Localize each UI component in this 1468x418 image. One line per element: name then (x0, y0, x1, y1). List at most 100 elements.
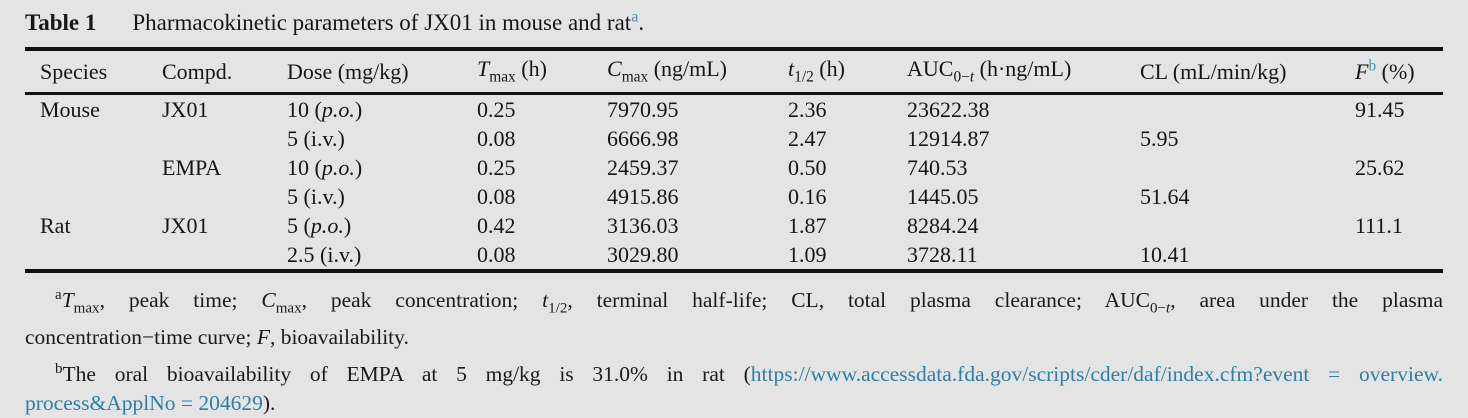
cell-dose: 10 (p.o.) (287, 94, 477, 125)
cell-dose: 5 (i.v.) (287, 124, 477, 153)
cell-f: 25.62 (1355, 155, 1405, 180)
text-segment: 5 (i.v.) (287, 126, 345, 151)
cell-cl: 5.95 (1140, 126, 1179, 151)
cell-cl (1140, 211, 1355, 240)
cell-compd (162, 182, 287, 211)
cell-species (25, 124, 162, 153)
text-segment: 10 ( (287, 97, 322, 122)
text-segment: (h·ng/mL) (974, 56, 1072, 82)
text-segment: The oral bioavailability of EMPA at 5 mg… (62, 362, 751, 387)
cell-auc: 3728.11 (907, 242, 978, 267)
text-segment: (h) (515, 56, 547, 82)
caption-period: . (638, 10, 645, 35)
text-segment: AUC (907, 56, 954, 82)
column-header-tmax: Tmax (h) (477, 49, 607, 95)
text-segment: CL (mL/min/kg) (1140, 58, 1287, 84)
cell-t_half: 2.47 (788, 126, 827, 151)
cell-species: Mouse (40, 97, 100, 122)
cell-auc: 12914.87 (907, 126, 990, 151)
table-row: 5 (i.v.) 0.08 4915.86 0.16 1445.05 51.64 (25, 182, 1443, 211)
text-segment: (ng/mL) (648, 56, 728, 82)
subscript: max (275, 300, 302, 317)
text-segment: , area under the plasma (1170, 288, 1443, 312)
fda-link-part2[interactable]: process&ApplNo = 204629 (25, 391, 263, 416)
cell-f (1355, 124, 1443, 153)
cell-cmax: 3029.80 (607, 242, 679, 267)
caption-text-main: Pharmacokinetic parameters of JX01 in mo… (132, 10, 632, 35)
text-segment: C (261, 288, 276, 312)
table-body: Mouse JX01 10 (p.o.) 0.25 7970.95 2.36 23622.3… (25, 94, 1443, 272)
text-segment: Species (40, 58, 108, 84)
footnote-b: bThe oral bioavailability of EMPA at 5 m… (25, 360, 1443, 418)
text-segment: ) (354, 97, 363, 122)
cell-tmax: 0.42 (477, 213, 516, 238)
cell-cmax: 2459.37 (607, 155, 679, 180)
footnote-b-marker: b (55, 361, 63, 378)
column-header-species: Species (25, 49, 162, 95)
cell-species (25, 153, 162, 182)
table-label: Table 1 (25, 10, 97, 35)
text-segment: t (542, 288, 549, 312)
column-header-f: Fb (%) (1355, 49, 1443, 95)
text-segment: t (788, 56, 795, 82)
footnote-a-line2: concentration−time curve; F, bioavailabi… (25, 323, 1443, 352)
text-segment: , terminal half-life; CL, total plasma c… (567, 288, 1151, 312)
cell-compd: JX01 (162, 97, 209, 122)
text-segment: 5 ( (287, 213, 311, 238)
text-segment: Dose (mg/kg) (287, 58, 409, 84)
cell-species: Rat (40, 213, 71, 238)
cell-tmax: 0.08 (477, 242, 516, 267)
text-segment: ) (343, 213, 352, 238)
column-header-compd: Compd. (162, 49, 287, 95)
text-segment: , bioavailability. (269, 325, 409, 350)
cell-t_half: 1.87 (788, 213, 827, 238)
text-segment: p.o. (321, 97, 355, 122)
table-row: 5 (i.v.) 0.08 6666.98 2.47 12914.87 5.95 (25, 124, 1443, 153)
text-segment: 10 ( (287, 155, 322, 180)
footnote-a: aTmax, peak time; Cmax, peak concentrati… (25, 286, 1443, 352)
cell-t_half: 1.09 (788, 242, 827, 267)
text-segment: (h) (813, 56, 845, 82)
subscript: 0− (953, 68, 970, 86)
cell-t_half: 2.36 (788, 97, 827, 122)
footnote-a-marker-caption: a (631, 8, 639, 26)
column-header-cl: CL (mL/min/kg) (1140, 49, 1355, 95)
caption-text: Pharmacokinetic parameters of JX01 in mo… (132, 8, 645, 35)
table-row: Rat JX01 5 (p.o.) 0.42 3136.03 1.87 8284.24 111… (25, 211, 1443, 240)
cell-t_half: 0.16 (788, 184, 827, 209)
table-row: EMPA 10 (p.o.) 0.25 2459.37 0.50 740.53 25.62 (25, 153, 1443, 182)
cell-cl (1140, 94, 1355, 125)
footnote-b-line2: process&ApplNo = 204629). (25, 389, 1443, 418)
cell-cmax: 7970.95 (607, 97, 679, 122)
text-segment: 2.5 (i.v.) (287, 242, 362, 267)
subscript: t (1166, 300, 1171, 317)
cell-auc: 740.53 (907, 155, 968, 180)
footnotes: aTmax, peak time; Cmax, peak concentrati… (25, 286, 1443, 418)
text-segment: (%) (1376, 58, 1415, 84)
subscript: t (969, 68, 975, 86)
fda-link-part1[interactable]: https://www.accessdata.fda.gov/scripts/c… (750, 362, 1443, 387)
cell-species (25, 182, 162, 211)
cell-dose: 10 (p.o.) (287, 153, 477, 182)
footnote-a-marker: a (55, 286, 62, 303)
footnote-b-line1: bThe oral bioavailability of EMPA at 5 m… (25, 360, 1443, 389)
footnote-a-line1: aTmax, peak time; Cmax, peak concentrati… (25, 286, 1443, 323)
text-segment: F (1355, 58, 1369, 84)
cell-dose: 5 (i.v.) (287, 182, 477, 211)
cell-auc: 23622.38 (907, 97, 990, 122)
text-segment: C (607, 56, 622, 82)
pk-parameters-table: Species Compd. Dose (mg/kg) Tmax (h) Cmax (n… (25, 47, 1443, 273)
text-segment: T (477, 56, 490, 82)
text-segment: p.o. (321, 155, 355, 180)
cell-compd (162, 124, 287, 153)
table-caption: Table 1 Pharmacokinetic parameters of JX0… (25, 7, 1443, 38)
subscript: 1/2 (548, 300, 568, 317)
cell-f (1355, 182, 1443, 211)
subscript: 1/2 (794, 68, 814, 86)
cell-tmax: 0.08 (477, 184, 516, 209)
text-segment: F (256, 325, 270, 350)
cell-dose: 2.5 (i.v.) (287, 240, 477, 271)
cell-compd: EMPA (162, 155, 222, 180)
subscript: max (73, 300, 100, 317)
